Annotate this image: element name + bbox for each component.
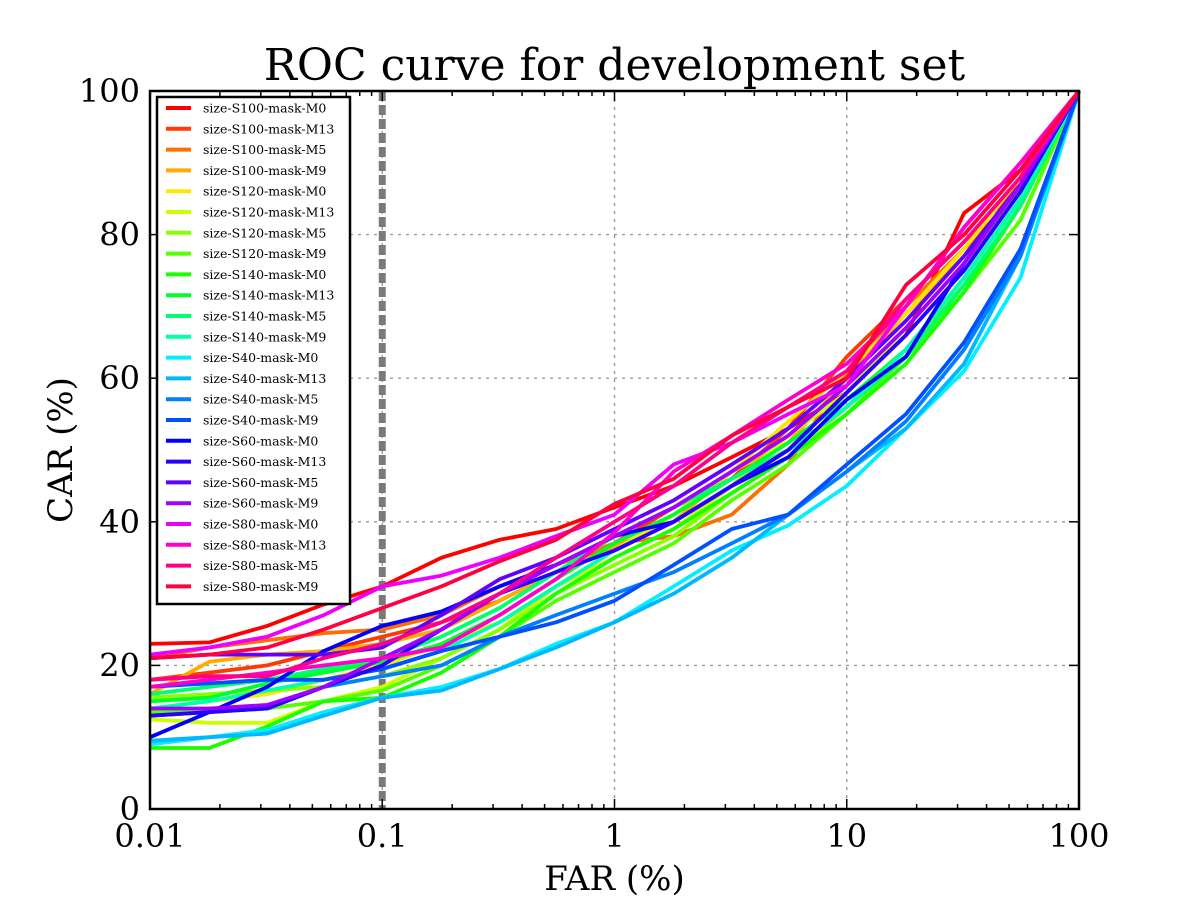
tick-labels: 0.01 0.1 1 10 100 0 20 40 60 80 100 xyxy=(79,72,1110,855)
legend-label: size-S80-mask-M0 xyxy=(203,517,318,532)
legend-entry: size-S140-mask-M5 xyxy=(166,309,326,324)
legend-label: size-S60-mask-M0 xyxy=(203,433,318,448)
legend-entry: size-S100-mask-M13 xyxy=(166,121,334,136)
axis-ticks xyxy=(149,90,1080,810)
legend-label: size-S80-mask-M9 xyxy=(203,579,318,594)
legend-label: size-S140-mask-M13 xyxy=(203,288,334,303)
series-line-size-S140-mask-M0 xyxy=(150,90,1081,750)
legend-entry: size-S140-mask-M0 xyxy=(166,267,326,282)
legend-label: size-S60-mask-M5 xyxy=(203,475,318,490)
legend-label: size-S40-mask-M9 xyxy=(203,413,318,428)
legend-label: size-S140-mask-M5 xyxy=(203,309,326,324)
x-tick-label: 0.01 xyxy=(114,817,185,855)
series-line-size-S80-mask-M9 xyxy=(149,89,1081,661)
legend-label: size-S140-mask-M0 xyxy=(203,267,326,282)
y-tick-label: 20 xyxy=(99,646,140,684)
y-tick-label: 100 xyxy=(79,72,140,110)
legend-label: size-S120-mask-M13 xyxy=(203,205,334,220)
legend-entry: size-S140-mask-M9 xyxy=(166,329,326,344)
chart-title: ROC curve for development set xyxy=(264,40,966,91)
legend-entry: size-S120-mask-M5 xyxy=(166,225,326,240)
y-tick-label: 80 xyxy=(99,216,140,254)
legend-entry: size-S100-mask-M0 xyxy=(166,101,326,116)
legend-entry: size-S120-mask-M9 xyxy=(166,246,326,261)
legend-label: size-S80-mask-M13 xyxy=(203,537,326,552)
legend-label: size-S100-mask-M5 xyxy=(203,142,326,157)
legend-label: size-S140-mask-M9 xyxy=(203,329,326,344)
x-tick-label: 100 xyxy=(1048,817,1109,855)
legend-entry: size-S80-mask-M9 xyxy=(166,579,318,594)
y-axis-label: CAR (%) xyxy=(41,377,81,523)
legend-entry: size-S60-mask-M13 xyxy=(166,454,326,469)
legend-entry: size-S60-mask-M5 xyxy=(166,475,318,490)
legend-entry: size-S60-mask-M9 xyxy=(166,496,318,511)
legend-entry: size-S60-mask-M0 xyxy=(166,433,318,448)
legend-entry: size-S40-mask-M5 xyxy=(166,392,318,407)
y-tick-label: 40 xyxy=(99,503,140,541)
legend-label: size-S60-mask-M9 xyxy=(203,496,318,511)
legend-entry: size-S100-mask-M5 xyxy=(166,142,326,157)
legend-label: size-S120-mask-M9 xyxy=(203,246,326,261)
legend-label: size-S120-mask-M5 xyxy=(203,225,326,240)
legend-entry: size-S140-mask-M13 xyxy=(166,288,334,303)
series-lines xyxy=(149,89,1081,750)
legend-items: size-S100-mask-M0 size-S100-mask-M13 size-… xyxy=(166,101,334,594)
legend-entry: size-S80-mask-M5 xyxy=(166,558,318,573)
legend-label: size-S100-mask-M0 xyxy=(203,101,326,116)
legend-entry: size-S40-mask-M13 xyxy=(166,371,326,386)
legend-entry: size-S80-mask-M0 xyxy=(166,517,318,532)
series-line-size-S60-mask-M5 xyxy=(149,89,1081,661)
series-line-size-S60-mask-M9 xyxy=(150,89,1081,711)
legend-label: size-S40-mask-M0 xyxy=(203,350,318,365)
legend-label: size-S100-mask-M9 xyxy=(203,163,326,178)
x-tick-label: 10 xyxy=(826,817,867,855)
legend: size-S100-mask-M0 size-S100-mask-M13 size-… xyxy=(155,95,352,606)
series-line-size-S40-mask-M13 xyxy=(149,90,1081,743)
legend-entry: size-S40-mask-M0 xyxy=(166,350,318,365)
series-line-size-S40-mask-M9 xyxy=(149,90,1081,689)
legend-label: size-S60-mask-M13 xyxy=(203,454,326,469)
legend-box xyxy=(155,95,352,606)
legend-label: size-S40-mask-M5 xyxy=(203,392,318,407)
legend-entry: size-S120-mask-M13 xyxy=(166,205,334,220)
y-tick-label: 60 xyxy=(99,359,140,397)
legend-entry: size-S120-mask-M0 xyxy=(166,184,326,199)
x-tick-label: 0.1 xyxy=(357,817,408,855)
legend-label: size-S80-mask-M5 xyxy=(203,558,318,573)
legend-label: size-S40-mask-M13 xyxy=(203,371,326,386)
series-line-size-S80-mask-M5 xyxy=(149,89,1081,682)
x-tick-label: 1 xyxy=(604,817,624,855)
x-axis-label: FAR (%) xyxy=(544,859,684,899)
legend-label: size-S100-mask-M13 xyxy=(203,121,334,136)
legend-entry: size-S40-mask-M9 xyxy=(166,413,318,428)
y-tick-label: 0 xyxy=(120,790,140,828)
legend-entry: size-S80-mask-M13 xyxy=(166,537,326,552)
legend-label: size-S120-mask-M0 xyxy=(203,184,326,199)
legend-entry: size-S100-mask-M9 xyxy=(166,163,326,178)
